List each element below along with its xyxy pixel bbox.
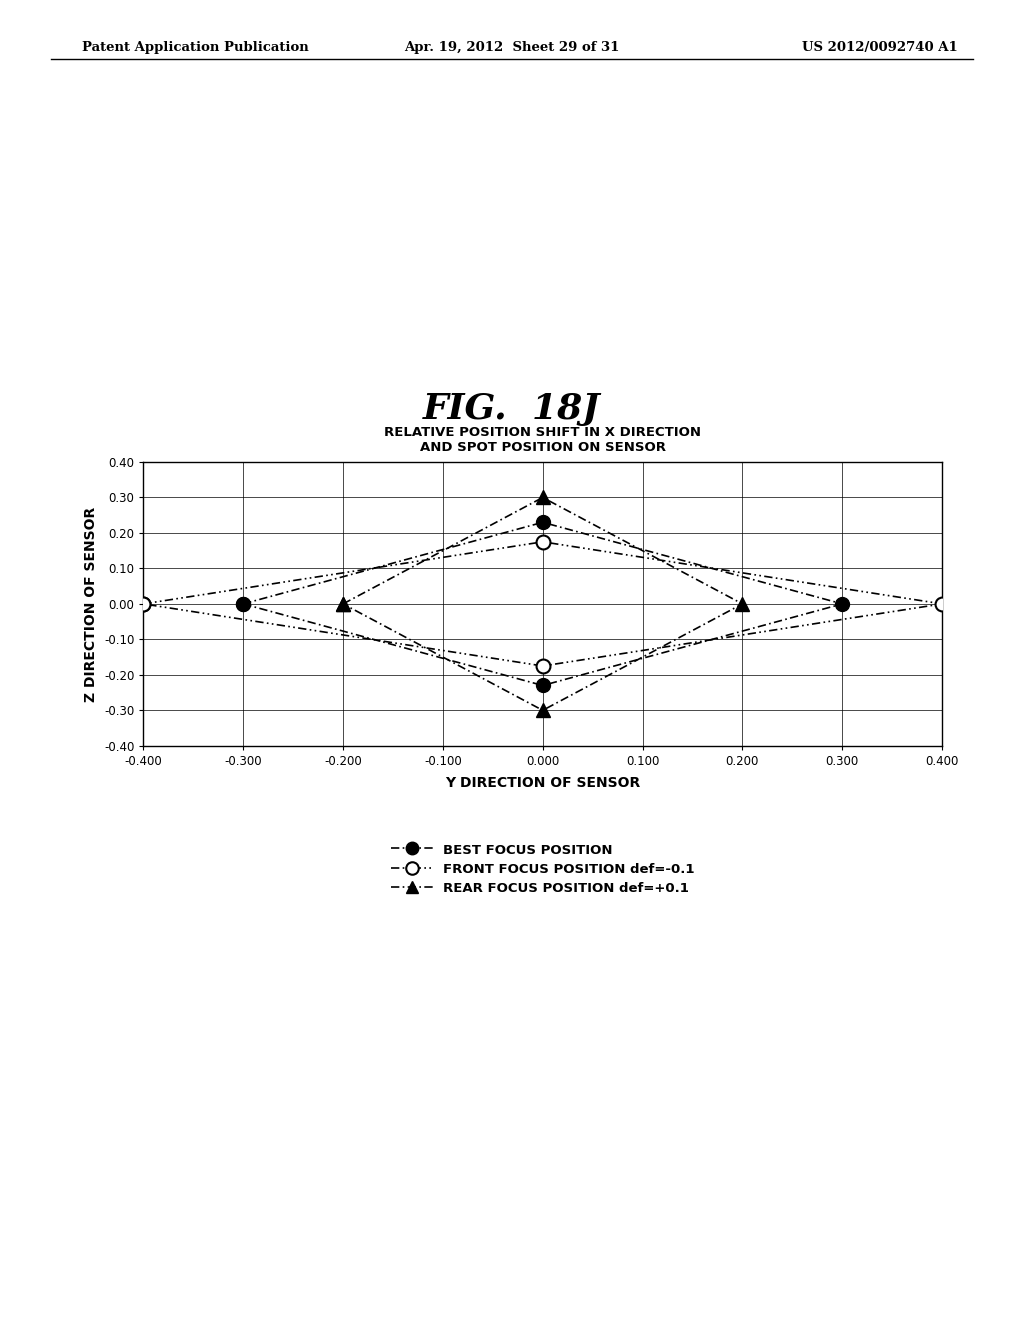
Title: RELATIVE POSITION SHIFT IN X DIRECTION
AND SPOT POSITION ON SENSOR: RELATIVE POSITION SHIFT IN X DIRECTION A… [384, 426, 701, 454]
X-axis label: Y DIRECTION OF SENSOR: Y DIRECTION OF SENSOR [445, 776, 640, 791]
Text: US 2012/0092740 A1: US 2012/0092740 A1 [802, 41, 957, 54]
Y-axis label: Z DIRECTION OF SENSOR: Z DIRECTION OF SENSOR [84, 507, 98, 701]
Text: Patent Application Publication: Patent Application Publication [82, 41, 308, 54]
Legend: BEST FOCUS POSITION, FRONT FOCUS POSITION def=-0.1, REAR FOCUS POSITION def=+0.1: BEST FOCUS POSITION, FRONT FOCUS POSITIO… [391, 843, 694, 895]
Text: FIG.  18J: FIG. 18J [423, 392, 601, 426]
Text: Apr. 19, 2012  Sheet 29 of 31: Apr. 19, 2012 Sheet 29 of 31 [404, 41, 620, 54]
